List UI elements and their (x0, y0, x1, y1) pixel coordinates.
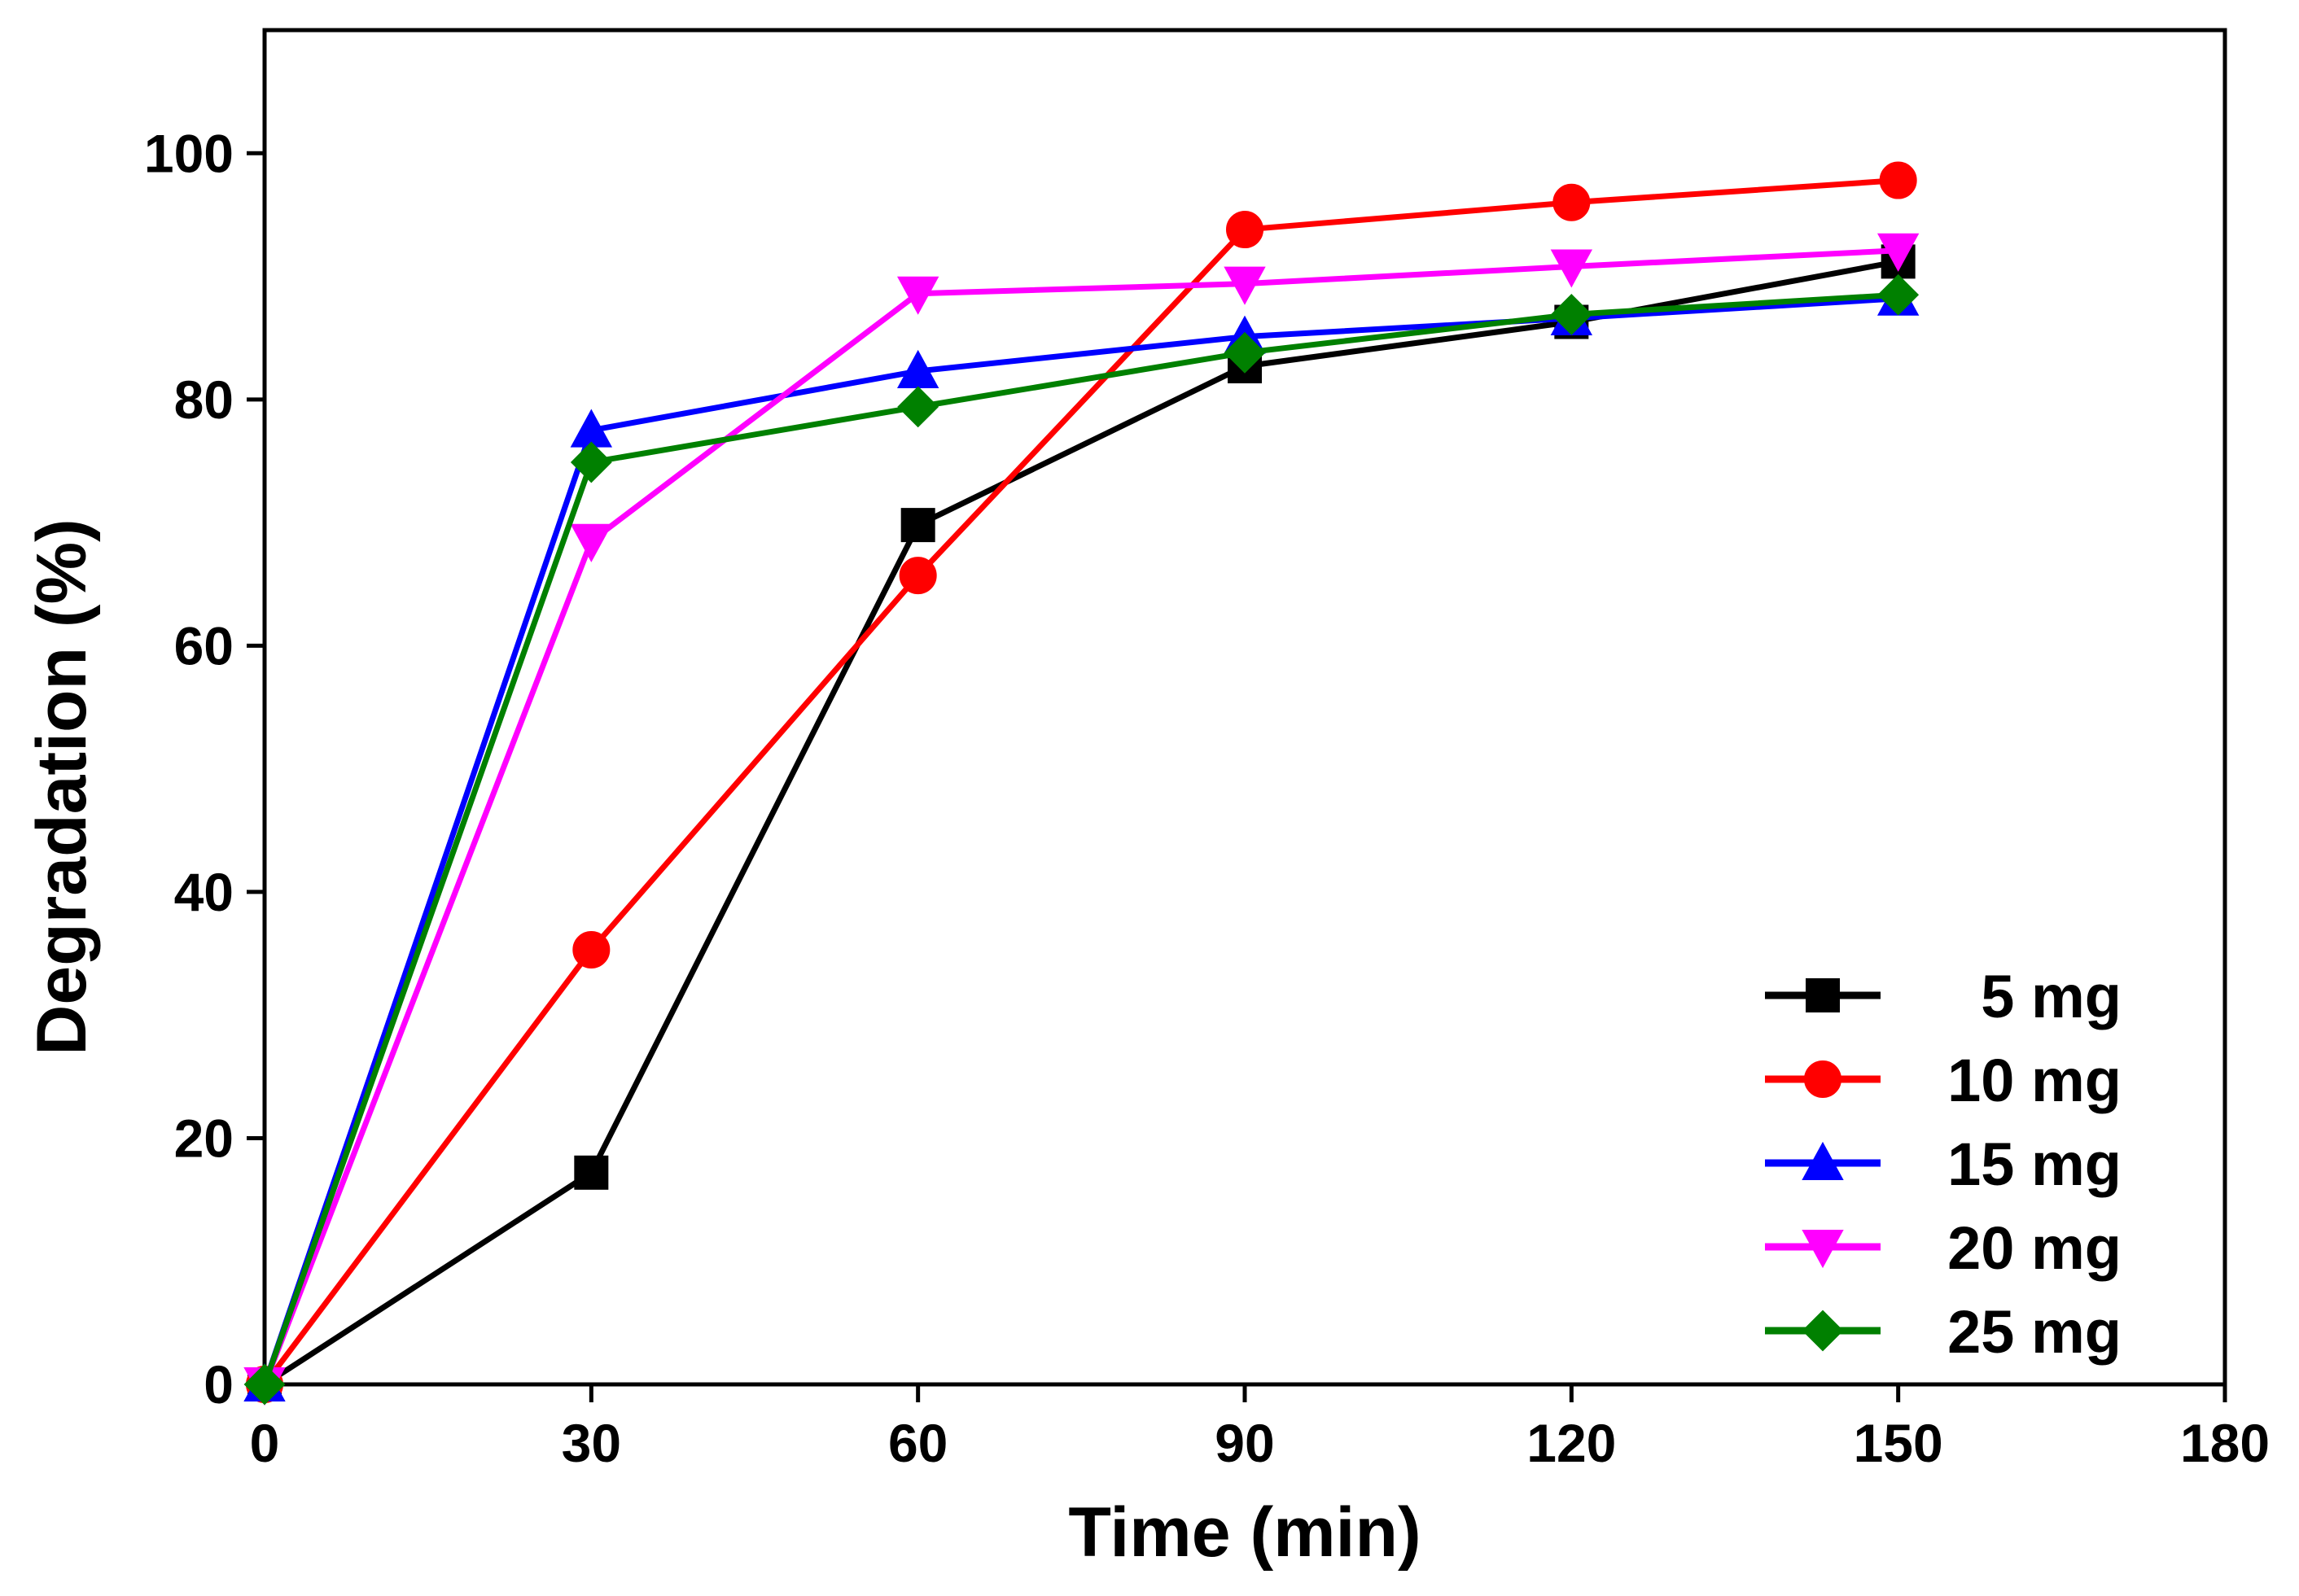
legend-item: 10 mg (1765, 1047, 2122, 1114)
data-point (574, 1155, 609, 1190)
x-tick-label: 0 (250, 1413, 280, 1473)
y-tick-label: 20 (174, 1108, 234, 1168)
x-tick-label: 30 (562, 1413, 621, 1473)
legend-marker (1802, 1141, 1844, 1180)
data-point (1224, 331, 1266, 374)
data-point (570, 441, 612, 483)
legend-item: 15 mg (1765, 1130, 2122, 1198)
legend: 5 mg 10 mg 15 mg 20 mg 25 mg (1765, 963, 2122, 1366)
legend-label: 25 mg (1947, 1298, 2122, 1366)
legend-marker (1806, 978, 1840, 1012)
legend-item: 25 mg (1765, 1298, 2122, 1366)
legend-marker (1802, 1230, 1844, 1269)
series-5-mg (247, 244, 1916, 1401)
x-axis-title: Time (min) (1068, 1493, 1421, 1572)
y-tick-label: 60 (174, 615, 234, 676)
y-axis-title: Degradation (%) (23, 518, 101, 1055)
data-point (1550, 249, 1593, 288)
series-25-mg (243, 273, 1920, 1406)
data-point (897, 386, 939, 428)
y-tick-label: 40 (174, 862, 234, 922)
legend-label: 10 mg (1947, 1047, 2122, 1114)
axis-ticks: 0 30 60 90 120 150 180 0 20 40 60 80 100 (144, 123, 2270, 1473)
data-point (1879, 161, 1917, 199)
data-point (1550, 294, 1592, 335)
series-20-mg (243, 233, 1920, 1406)
data-point (1552, 183, 1591, 221)
x-tick-label: 180 (2180, 1413, 2270, 1473)
x-tick-label: 90 (1215, 1413, 1274, 1473)
data-point (1877, 273, 1920, 316)
legend-label: 15 mg (1947, 1130, 2122, 1198)
data-point (570, 523, 613, 562)
data-point (1224, 266, 1266, 305)
series-line (261, 295, 1898, 1386)
legend-item: 5 mg (1765, 963, 2122, 1030)
data-point (900, 508, 935, 543)
x-tick-label: 120 (1526, 1413, 1616, 1473)
data-point (899, 557, 937, 595)
data-point (896, 276, 939, 315)
series-line (263, 258, 1899, 1387)
legend-label: 5 mg (1981, 963, 2122, 1030)
data-point (1876, 233, 1920, 272)
x-tick-label: 60 (888, 1413, 948, 1473)
data-point (243, 1363, 286, 1406)
legend-label: 20 mg (1947, 1214, 2122, 1282)
data-point (572, 931, 611, 969)
legend-marker (1802, 1310, 1844, 1352)
series-line (262, 177, 1898, 1387)
data-point (1226, 211, 1263, 249)
y-tick-label: 100 (144, 123, 234, 183)
series-line (261, 291, 1898, 1386)
x-tick-label: 150 (1854, 1413, 1943, 1473)
legend-item: 20 mg (1765, 1214, 2122, 1282)
legend-marker (1804, 1060, 1841, 1098)
series-layer (243, 161, 1920, 1406)
y-tick-label: 0 (204, 1354, 234, 1415)
y-tick-label: 80 (174, 369, 234, 430)
series-line (261, 247, 1898, 1386)
